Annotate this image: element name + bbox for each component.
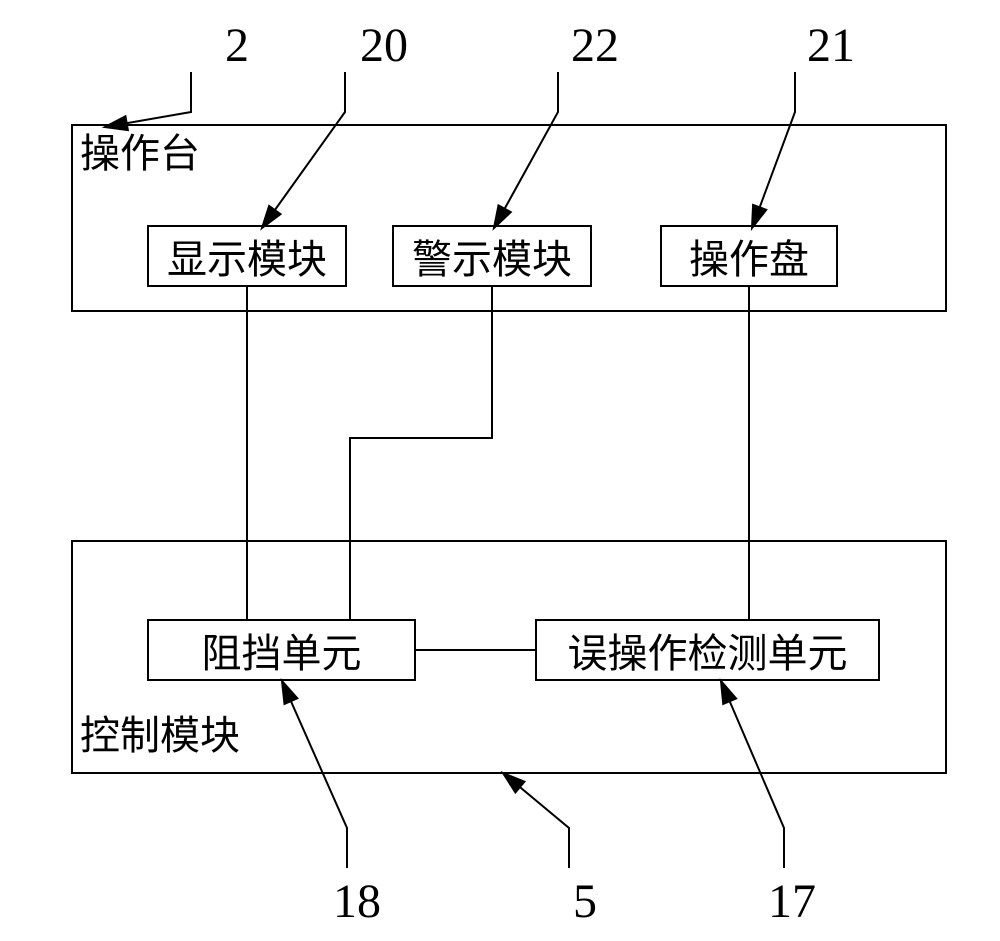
diagram-canvas: 操作台 控制模块 显示模块 警示模块 操作盘 阻挡单元 误操作检测单元 2 20… (0, 0, 1000, 941)
arrow-layer (0, 0, 1000, 941)
